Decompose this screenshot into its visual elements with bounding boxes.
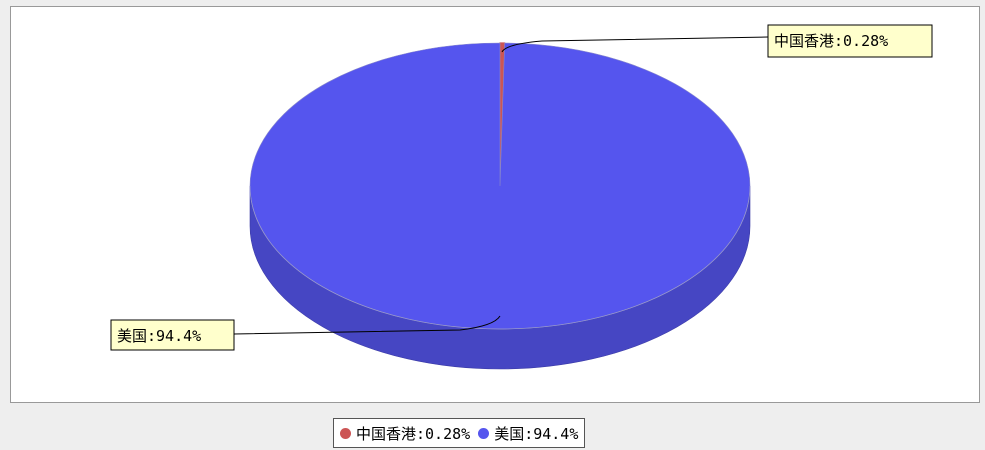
label-box-hong-kong [767, 24, 933, 58]
legend-item-hong-kong: 中国香港:0.28% [340, 423, 470, 444]
pie-slice-usa [249, 42, 751, 330]
legend-label-hong-kong: 中国香港:0.28% [356, 424, 471, 443]
legend-swatch-usa [478, 427, 490, 439]
pie-labels-group: 中国香港:0.28% 美国:94.4% [110, 24, 933, 351]
legend-item-usa: 美国:94.4% [478, 423, 578, 444]
pie-3d-group [249, 42, 751, 370]
leader-line-hong-kong [501, 36, 769, 53]
label-box-usa [110, 319, 235, 351]
pie-label-usa: 美国:94.4% [110, 315, 501, 351]
legend: 中国香港:0.28% 美国:94.4% [333, 418, 586, 448]
legend-label-usa: 美国:94.4% [494, 424, 579, 443]
label-text-hong-kong: 中国香港:0.28% [774, 32, 888, 50]
pie-label-hong-kong: 中国香港:0.28% [501, 24, 933, 58]
legend-swatch-hong-kong [340, 427, 351, 439]
leader-line-usa [233, 315, 501, 335]
pie-rim-seam [249, 185, 751, 330]
label-text-usa: 美国:94.4% [117, 327, 201, 345]
